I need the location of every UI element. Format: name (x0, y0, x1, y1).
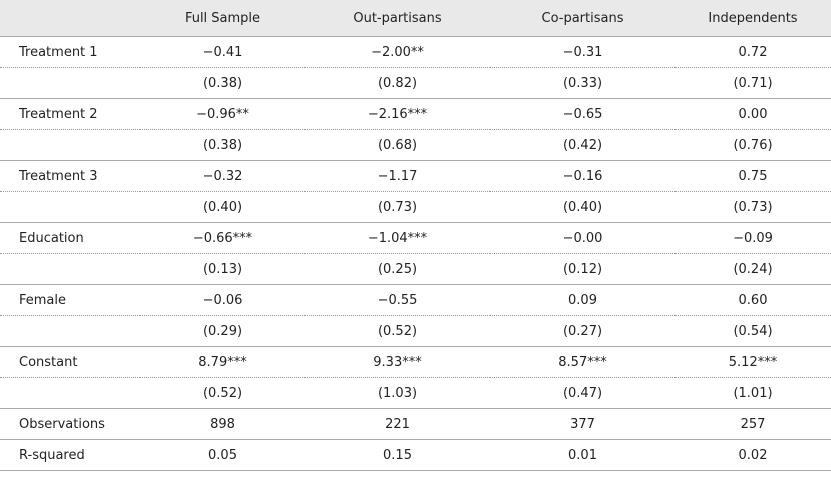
se-cell: (0.71) (675, 67, 831, 99)
coef-row: Education −0.66*** −1.04*** −0.00 −0.09 (0, 222, 831, 254)
stat-row: Observations 898 221 377 257 (0, 408, 831, 440)
coef-cell: 0.75 (675, 160, 831, 192)
row-label: Female (0, 284, 140, 316)
se-cell: (0.52) (140, 377, 305, 409)
coef-cell: −0.55 (305, 284, 490, 316)
stat-cell: 257 (675, 408, 831, 440)
blank-cell (0, 191, 140, 223)
coef-cell: −2.16*** (305, 98, 490, 130)
stat-cell: 377 (490, 408, 675, 440)
row-label: Education (0, 222, 140, 254)
stat-cell: 0.15 (305, 439, 490, 471)
column-header: Co-partisans (490, 0, 675, 37)
coef-cell: −0.16 (490, 160, 675, 192)
row-label: Treatment 1 (0, 36, 140, 68)
se-row: (0.40) (0.73) (0.40) (0.73) (0, 191, 831, 223)
coef-row: Treatment 3 −0.32 −1.17 −0.16 0.75 (0, 160, 831, 192)
row-label: Treatment 2 (0, 98, 140, 130)
blank-cell (0, 377, 140, 409)
stat-cell: 221 (305, 408, 490, 440)
stat-cell: 0.02 (675, 439, 831, 471)
coef-cell: 0.60 (675, 284, 831, 316)
se-cell: (0.13) (140, 253, 305, 285)
se-cell: (0.29) (140, 315, 305, 347)
coef-cell: −0.96** (140, 98, 305, 130)
se-cell: (0.42) (490, 129, 675, 161)
se-cell: (0.68) (305, 129, 490, 161)
se-cell: (0.27) (490, 315, 675, 347)
coef-cell: 9.33*** (305, 346, 490, 378)
stat-cell: 898 (140, 408, 305, 440)
coef-cell: −2.00** (305, 36, 490, 68)
coef-cell: 0.72 (675, 36, 831, 68)
se-row: (0.29) (0.52) (0.27) (0.54) (0, 315, 831, 347)
se-cell: (0.38) (140, 129, 305, 161)
coef-row: Constant 8.79*** 9.33*** 8.57*** 5.12*** (0, 346, 831, 378)
se-cell: (0.25) (305, 253, 490, 285)
blank-cell (0, 67, 140, 99)
se-cell: (1.01) (675, 377, 831, 409)
se-cell: (0.52) (305, 315, 490, 347)
column-header: Full Sample (140, 0, 305, 37)
header-row: Full Sample Out-partisans Co-partisans Inde… (0, 0, 831, 37)
coef-cell: −0.41 (140, 36, 305, 68)
se-row: (0.38) (0.68) (0.42) (0.76) (0, 129, 831, 161)
se-cell: (0.40) (140, 191, 305, 223)
blank-cell (0, 253, 140, 285)
row-label: Observations (0, 408, 140, 440)
coef-cell: −0.32 (140, 160, 305, 192)
se-cell: (0.76) (675, 129, 831, 161)
coef-cell: −0.31 (490, 36, 675, 68)
column-header: Independents (675, 0, 831, 37)
se-cell: (0.12) (490, 253, 675, 285)
se-row: (0.38) (0.82) (0.33) (0.71) (0, 67, 831, 99)
se-cell: (0.47) (490, 377, 675, 409)
se-row: (0.52) (1.03) (0.47) (1.01) (0, 377, 831, 409)
coef-row: Treatment 2 −0.96** −2.16*** −0.65 0.00 (0, 98, 831, 130)
se-cell: (0.40) (490, 191, 675, 223)
coef-cell: −1.04*** (305, 222, 490, 254)
coef-cell: 8.79*** (140, 346, 305, 378)
se-cell: (0.33) (490, 67, 675, 99)
coef-cell: −0.66*** (140, 222, 305, 254)
blank-cell (0, 315, 140, 347)
coef-cell: 0.00 (675, 98, 831, 130)
row-label: Constant (0, 346, 140, 378)
coef-cell: 5.12*** (675, 346, 831, 378)
row-label: R-squared (0, 439, 140, 471)
coef-cell: −0.06 (140, 284, 305, 316)
coef-cell: −1.17 (305, 160, 490, 192)
coef-cell: 8.57*** (490, 346, 675, 378)
se-row: (0.13) (0.25) (0.12) (0.24) (0, 253, 831, 285)
stat-row: R-squared 0.05 0.15 0.01 0.02 (0, 439, 831, 471)
blank-cell (0, 129, 140, 161)
se-cell: (0.73) (305, 191, 490, 223)
se-cell: (0.54) (675, 315, 831, 347)
coef-row: Female −0.06 −0.55 0.09 0.60 (0, 284, 831, 316)
row-label: Treatment 3 (0, 160, 140, 192)
se-cell: (0.82) (305, 67, 490, 99)
stat-cell: 0.05 (140, 439, 305, 471)
se-cell: (0.73) (675, 191, 831, 223)
se-cell: (0.24) (675, 253, 831, 285)
coef-cell: 0.09 (490, 284, 675, 316)
se-cell: (0.38) (140, 67, 305, 99)
coef-cell: −0.09 (675, 222, 831, 254)
coef-row: Treatment 1 −0.41 −2.00** −0.31 0.72 (0, 36, 831, 68)
coef-cell: −0.00 (490, 222, 675, 254)
stat-cell: 0.01 (490, 439, 675, 471)
column-header: Out-partisans (305, 0, 490, 37)
se-cell: (1.03) (305, 377, 490, 409)
coef-cell: −0.65 (490, 98, 675, 130)
header-blank (0, 0, 140, 37)
